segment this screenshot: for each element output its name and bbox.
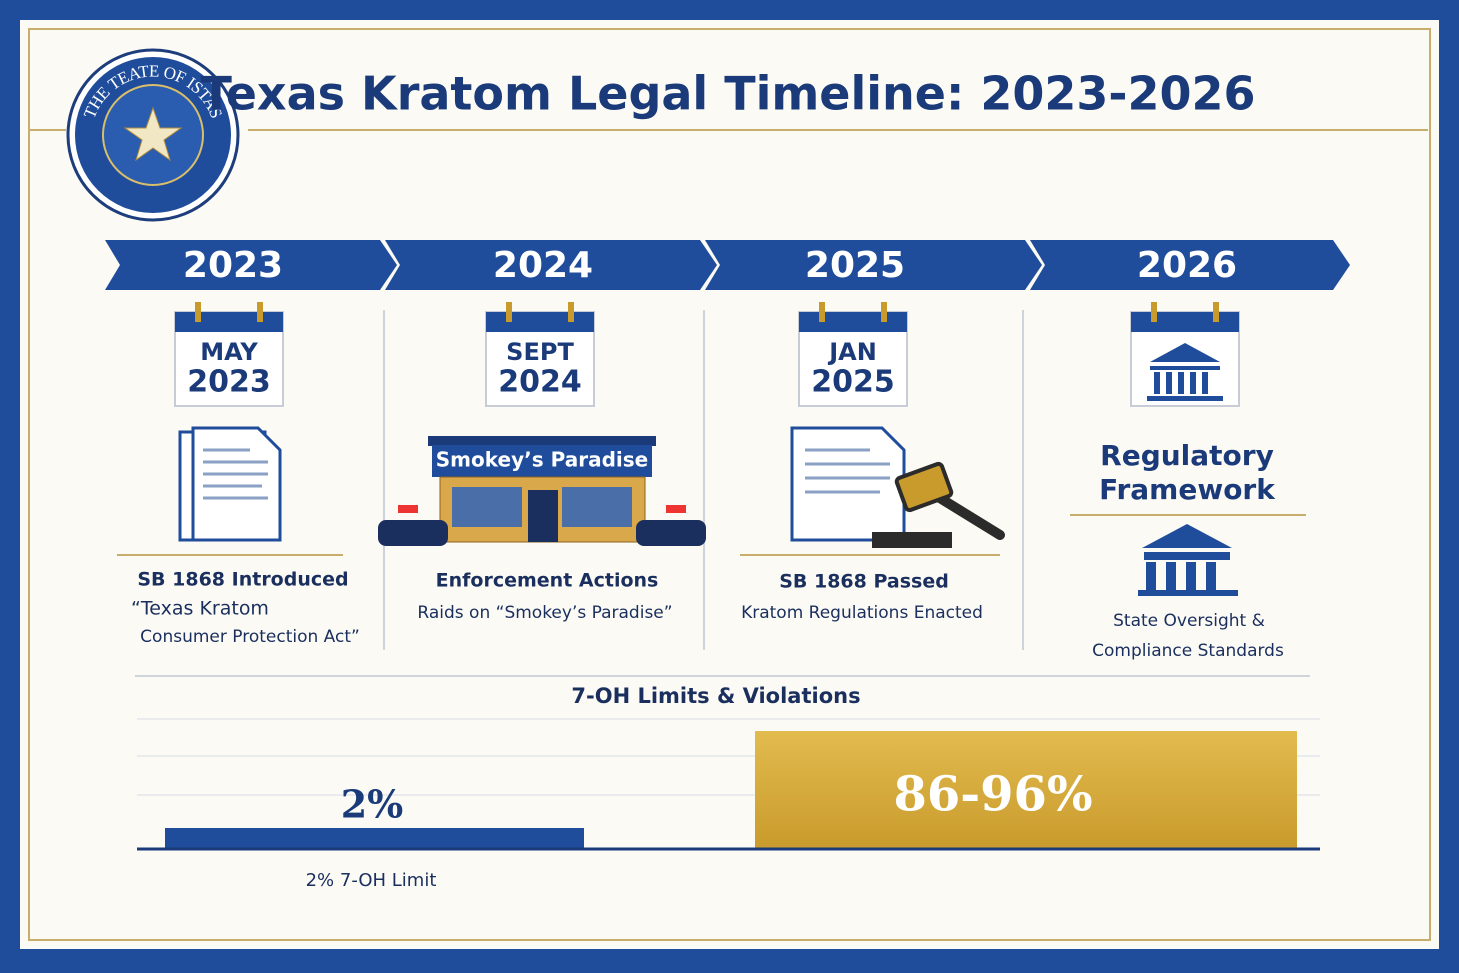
- calendar-month: SEPT: [506, 338, 574, 366]
- calendar-part: [568, 302, 574, 322]
- year: 2026: [1137, 245, 1237, 286]
- ribbon: [105, 240, 1350, 290]
- caption: 2% 7-OH Limit: [306, 870, 437, 891]
- bar-label: 2%: [341, 782, 404, 827]
- calendar-part: [195, 302, 201, 322]
- title: Texas Kratom Legal Timeline: 2023-2026: [200, 67, 1255, 121]
- gavel-document-icon: [790, 426, 1005, 548]
- heading: SB 1868 Passed: [779, 571, 949, 593]
- calendar-year: 2023: [187, 365, 271, 400]
- calendar-part: [799, 312, 907, 332]
- caption: Raids on “Smokey’s Paradise”: [417, 603, 672, 623]
- seal: THE TEATE OF ISTAS: [66, 48, 240, 222]
- calendar-part: [1213, 302, 1219, 322]
- year: 2023: [183, 245, 283, 286]
- store-icon: [378, 436, 706, 546]
- calendar-year: 2024: [498, 365, 582, 400]
- caption: Compliance Standards: [1092, 641, 1284, 661]
- calendar-part: [486, 312, 594, 332]
- document-icon: [178, 426, 282, 542]
- heading: Framework: [1099, 473, 1276, 506]
- store-sign: Smokey’s Paradise: [436, 448, 648, 472]
- calendar-part: [257, 302, 263, 322]
- bar: [755, 731, 1297, 850]
- year: 2025: [805, 245, 905, 286]
- caption: State Oversight &: [1113, 611, 1265, 631]
- calendar-part: [175, 312, 283, 332]
- heading: SB 1868 Introduced: [137, 569, 348, 591]
- calendar-part: [506, 302, 512, 322]
- section-title: 7-OH Limits & Violations: [571, 684, 860, 708]
- caption: “Texas Kratom: [131, 598, 269, 620]
- panel-border: [28, 28, 1431, 941]
- building-icon: [1147, 343, 1223, 401]
- calendar-part: [819, 302, 825, 322]
- bar-label: 86-96%: [893, 767, 1092, 823]
- year: 2024: [493, 245, 593, 286]
- dividers: [383, 310, 1024, 650]
- calendar-part: [1131, 312, 1239, 332]
- calendars: [174, 302, 1240, 407]
- building-icon: [1138, 524, 1238, 596]
- calendar-month: JAN: [827, 338, 877, 366]
- calendar-month: MAY: [200, 338, 258, 366]
- caption: Kratom Regulations Enacted: [741, 603, 983, 623]
- heading: Regulatory: [1100, 439, 1274, 472]
- calendar-part: [881, 302, 887, 322]
- bar: [165, 828, 584, 850]
- calendar-part: [1151, 302, 1157, 322]
- calendar-year: 2025: [811, 365, 895, 400]
- caption: Consumer Protection Act”: [140, 627, 360, 647]
- heading: Enforcement Actions: [436, 570, 659, 592]
